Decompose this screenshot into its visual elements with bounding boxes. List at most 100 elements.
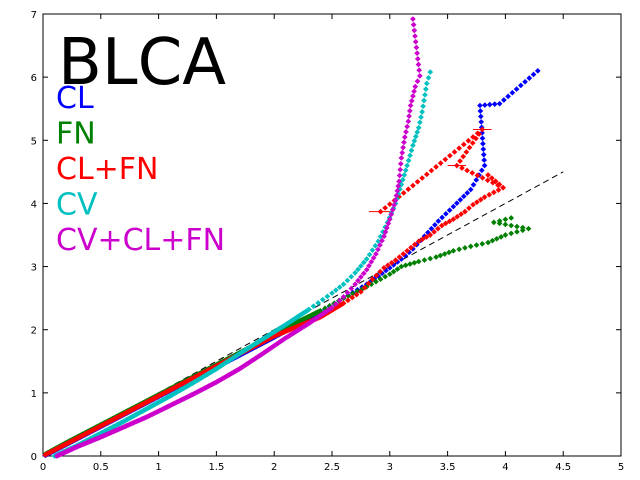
data-point — [450, 216, 457, 223]
data-point — [493, 235, 500, 242]
data-point — [500, 184, 506, 191]
x-tick-label: 4 — [502, 462, 508, 473]
x-tick-label: 0.5 — [93, 462, 109, 473]
data-point — [385, 262, 391, 269]
data-point — [508, 230, 515, 237]
data-point — [501, 97, 507, 103]
data-point — [416, 67, 422, 74]
data-point — [485, 239, 491, 246]
data-point — [388, 259, 395, 266]
data-point — [412, 241, 418, 248]
data-point — [417, 119, 423, 126]
data-point — [407, 102, 414, 109]
legend-entry-fn: FN — [56, 117, 96, 152]
data-point — [398, 155, 405, 161]
data-point — [400, 144, 406, 151]
data-point — [428, 225, 435, 232]
data-point — [355, 277, 361, 284]
data-point — [465, 137, 472, 144]
data-point — [450, 247, 457, 254]
x-tick-label: 0 — [40, 462, 46, 473]
data-point — [315, 300, 321, 306]
data-point — [404, 123, 410, 130]
data-point — [427, 232, 434, 238]
data-point — [489, 179, 496, 186]
data-point — [462, 208, 468, 215]
x-tick-label: 4.5 — [555, 462, 571, 473]
data-point — [414, 56, 421, 62]
data-point — [428, 167, 435, 174]
data-point — [390, 268, 397, 275]
data-point — [491, 219, 497, 226]
data-point — [396, 172, 403, 179]
data-point — [486, 101, 493, 108]
data-point — [419, 236, 426, 243]
data-point — [514, 223, 520, 230]
series-cv — [51, 69, 434, 459]
data-point — [481, 162, 488, 169]
data-point — [352, 270, 358, 276]
x-tick-label: 5 — [618, 462, 624, 473]
data-point — [372, 242, 379, 249]
data-point — [495, 187, 502, 193]
data-point — [525, 225, 532, 232]
data-point — [530, 71, 537, 78]
data-point — [514, 229, 520, 235]
data-point — [399, 149, 406, 156]
data-point — [329, 304, 335, 311]
data-point — [534, 68, 541, 74]
data-point — [306, 306, 312, 313]
data-point — [404, 162, 410, 169]
data-point — [411, 88, 417, 95]
data-point — [388, 211, 395, 218]
legend-entry-cv-cl-fn: CV+CL+FN — [56, 223, 225, 258]
data-point — [415, 238, 422, 245]
data-point — [423, 80, 430, 87]
data-point — [397, 160, 404, 167]
data-point — [480, 146, 487, 153]
y-tick-label: 4 — [31, 199, 37, 210]
data-point — [458, 211, 464, 217]
data-point — [485, 172, 491, 178]
legend-entry-cv: CV — [56, 188, 98, 223]
data-point — [454, 213, 461, 220]
data-point — [477, 102, 483, 109]
data-point — [407, 261, 413, 267]
data-point — [382, 205, 389, 211]
data-point — [437, 252, 444, 259]
y-tick-label: 6 — [31, 73, 37, 84]
data-point — [392, 257, 399, 264]
data-point — [442, 156, 449, 163]
data-point — [352, 281, 358, 288]
data-point — [361, 284, 368, 291]
data-point — [411, 259, 418, 266]
data-point — [405, 157, 412, 164]
data-point — [415, 61, 422, 68]
data-point — [360, 259, 367, 266]
data-point — [431, 229, 437, 235]
data-point — [479, 135, 486, 142]
data-point — [370, 255, 377, 261]
data-point — [414, 178, 421, 185]
data-point — [421, 97, 427, 104]
data-point — [340, 300, 347, 307]
data-point — [413, 44, 420, 51]
data-point — [488, 175, 495, 181]
data-point — [443, 211, 449, 217]
data-point — [411, 27, 418, 34]
data-point — [505, 93, 511, 100]
x-tick-label: 1 — [155, 462, 161, 473]
data-point — [408, 97, 415, 104]
data-point — [481, 157, 488, 163]
data-point — [345, 297, 351, 304]
data-point — [310, 303, 317, 310]
data-point — [456, 246, 462, 253]
data-point — [414, 129, 421, 135]
series-layer — [42, 16, 541, 459]
data-point — [473, 242, 480, 248]
chart-title: BLCA — [58, 26, 226, 100]
data-point — [421, 257, 428, 263]
data-point — [433, 164, 439, 170]
data-point — [366, 251, 373, 258]
data-point — [477, 196, 484, 203]
